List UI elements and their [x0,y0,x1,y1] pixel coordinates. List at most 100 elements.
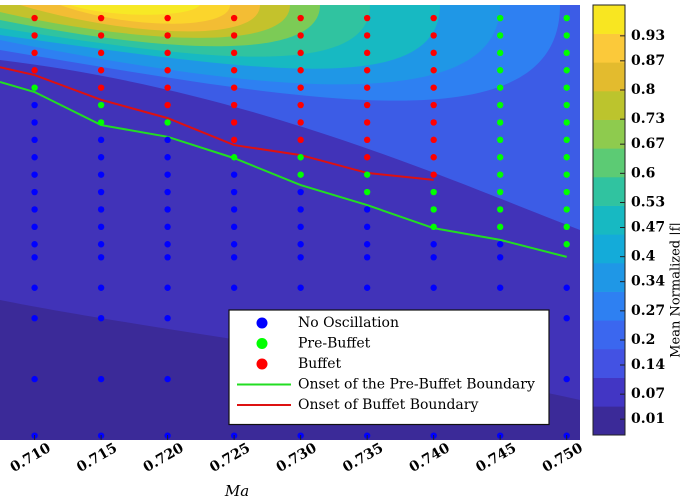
scatter-point [563,171,570,178]
scatter-point [97,136,105,144]
scatter-point [97,32,105,39]
x-tick-label: 0.745 [473,440,519,476]
scatter-point [297,223,304,231]
scatter-point [297,101,304,109]
scatter-point [563,206,570,213]
scatter-point [31,223,38,231]
scatter-point [97,254,105,261]
scatter-point [297,67,304,74]
scatter-point [430,32,437,39]
scatter-point [496,101,504,109]
scatter-point [363,101,371,109]
scatter-point [363,223,371,231]
scatter-point [164,49,171,57]
scatter-point [31,206,38,213]
scatter-point [31,14,38,22]
scatter-point [563,223,570,231]
scatter-point [164,84,171,91]
scatter-point [31,254,38,261]
scatter-point [230,284,238,291]
colorbar-band [593,263,625,292]
scatter-point [230,67,238,74]
axes: 0.710 0.715 0.720 0.725 0.730 0.735 0.740 0.745… [8,435,586,476]
colorbar-frame [592,4,626,436]
legend-label: Onset of the Pre-Buffet Boundary [298,377,535,393]
scatter-point [230,171,238,178]
scatter-point [164,136,171,144]
colorbar-band [593,349,625,378]
x-tick-label: 0.730 [274,440,320,476]
scatter-point [31,154,38,161]
scatter-point [430,206,437,213]
scatter-point [496,241,504,248]
scatter-point [363,49,371,57]
scatter-point [97,119,105,126]
legend: No Oscillation Pre-Buffet Buffet Onset of t… [228,309,550,426]
scatter-point [164,119,171,126]
legend-label: No Oscillation [298,315,399,331]
scatter-point [97,84,105,91]
scatter-point [31,188,38,196]
x-tick-label: 0.715 [74,440,120,476]
scatter-point [563,67,570,74]
scatter-point [31,284,38,291]
colorbar-band [593,291,625,321]
scatter-point [563,101,570,109]
scatter-point [496,206,504,213]
scatter-point [164,375,171,383]
scatter-point [297,241,304,248]
scatter-point [563,49,570,57]
scatter-point [164,223,171,231]
legend-swatch [256,317,268,329]
scatter-point [97,14,105,22]
scatter-point [230,119,238,126]
scatter-point [430,223,437,231]
scatter-point [363,171,371,178]
scatter-point [297,171,304,178]
scatter-point [297,284,304,291]
scatter-point [297,254,304,261]
colorbar-band [593,205,625,235]
scatter-point [297,119,304,126]
scatter-point [563,14,570,22]
scatter-point [230,101,238,109]
scatter-point [164,315,171,322]
colorbar-band [593,320,625,350]
scatter-point [164,206,171,213]
scatter-point [230,223,238,231]
scatter-point [563,136,570,144]
colorbar-tick-label: 0.27 [631,303,665,319]
scatter-point [164,284,171,291]
scatter-point [297,154,304,161]
colorbar-tick-label: 0.4 [631,249,656,265]
scatter-point [496,136,504,144]
scatter-point [97,49,105,57]
contour-field [0,5,580,440]
scatter-point [97,154,105,161]
scatter-point [430,284,437,291]
scatter-point [31,136,38,144]
scatter-point [430,49,437,57]
scatter-point [31,101,38,109]
scatter-point [31,84,38,91]
scatter-point [430,67,437,74]
scatter-point [563,315,570,322]
scatter-point [31,49,38,57]
colorbar-tick-label: 0.8 [631,82,655,98]
x-tick-label: 0.735 [340,440,386,476]
scatter-point [97,375,105,383]
scatter-point [496,284,504,291]
scatter-point [297,14,304,22]
scatter-point [496,154,504,161]
scatter-point [97,241,105,248]
scatter-point [164,188,171,196]
colorbar-tick-label: 0.87 [631,53,665,69]
colorbar-tick-label: 0.07 [631,386,665,402]
scatter-point [230,49,238,57]
scatter-point [496,254,504,261]
colorbar-tick-label: 0.93 [631,28,665,44]
scatter-point [230,241,238,248]
scatter-point [164,67,171,74]
scatter-point [363,32,371,39]
